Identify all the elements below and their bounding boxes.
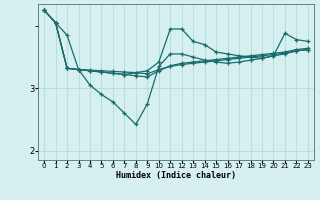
X-axis label: Humidex (Indice chaleur): Humidex (Indice chaleur) <box>116 171 236 180</box>
